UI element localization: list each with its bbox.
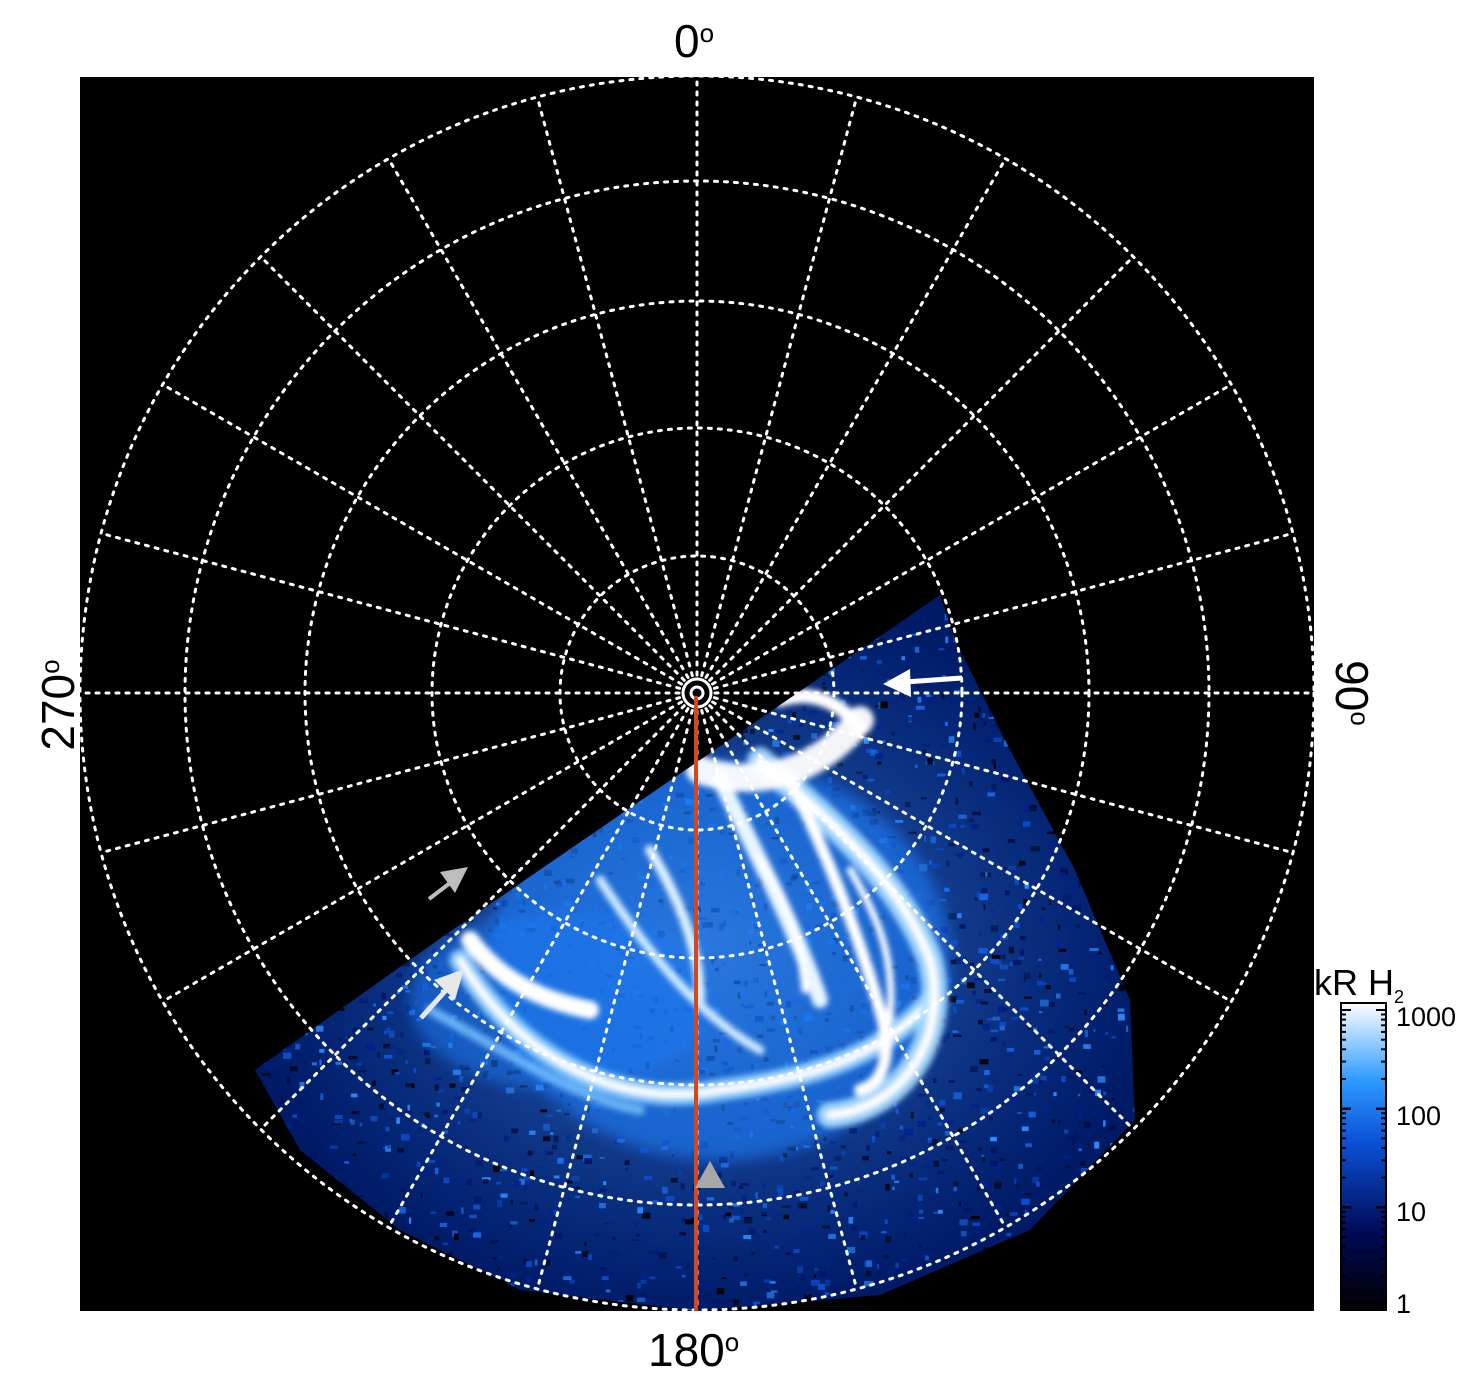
longitude-line [535, 708, 694, 1291]
longitude-line [259, 704, 686, 1131]
longitude-line [387, 707, 690, 1229]
longitude-line [711, 700, 1233, 1003]
longitude-label-right: 90o [1326, 660, 1378, 726]
longitude-line [99, 531, 682, 690]
colorbar [1340, 1002, 1387, 1311]
longitude-line [712, 531, 1295, 690]
longitude-line [161, 383, 683, 686]
longitude-line [99, 696, 682, 855]
grey-arrow-upper [427, 867, 468, 901]
colorbar-tick-label: 1000 [1396, 1002, 1457, 1032]
grey-triangle-marker [695, 1161, 725, 1188]
colorbar-tick-label: 10 [1396, 1197, 1427, 1227]
longitude-line [161, 700, 683, 1003]
longitude-label-top: 0o [674, 15, 715, 67]
white-arrow-lower [419, 969, 464, 1020]
longitude-line [712, 696, 1295, 855]
colorbar-title: kR H2 [1314, 962, 1405, 1008]
colorbar-tick-label: 1 [1396, 1289, 1412, 1319]
longitude-line [700, 708, 859, 1291]
longitude-line [535, 95, 694, 678]
latitude-circle [430, 426, 964, 960]
longitude-label-left: 270o [32, 659, 84, 751]
longitude-line [387, 157, 690, 679]
longitude-line [704, 157, 1007, 679]
longitude-line [708, 255, 1135, 682]
longitude-line [259, 255, 686, 682]
longitude-label-bottom: 180o [648, 1324, 740, 1376]
longitude-line [708, 704, 1135, 1131]
auroral-arcs [425, 689, 948, 1128]
longitude-line [700, 95, 859, 678]
colorbar-tick-label: 100 [1396, 1101, 1442, 1131]
longitude-line [711, 383, 1233, 686]
longitude-line [704, 707, 1007, 1229]
white-arrow-right [883, 669, 963, 697]
